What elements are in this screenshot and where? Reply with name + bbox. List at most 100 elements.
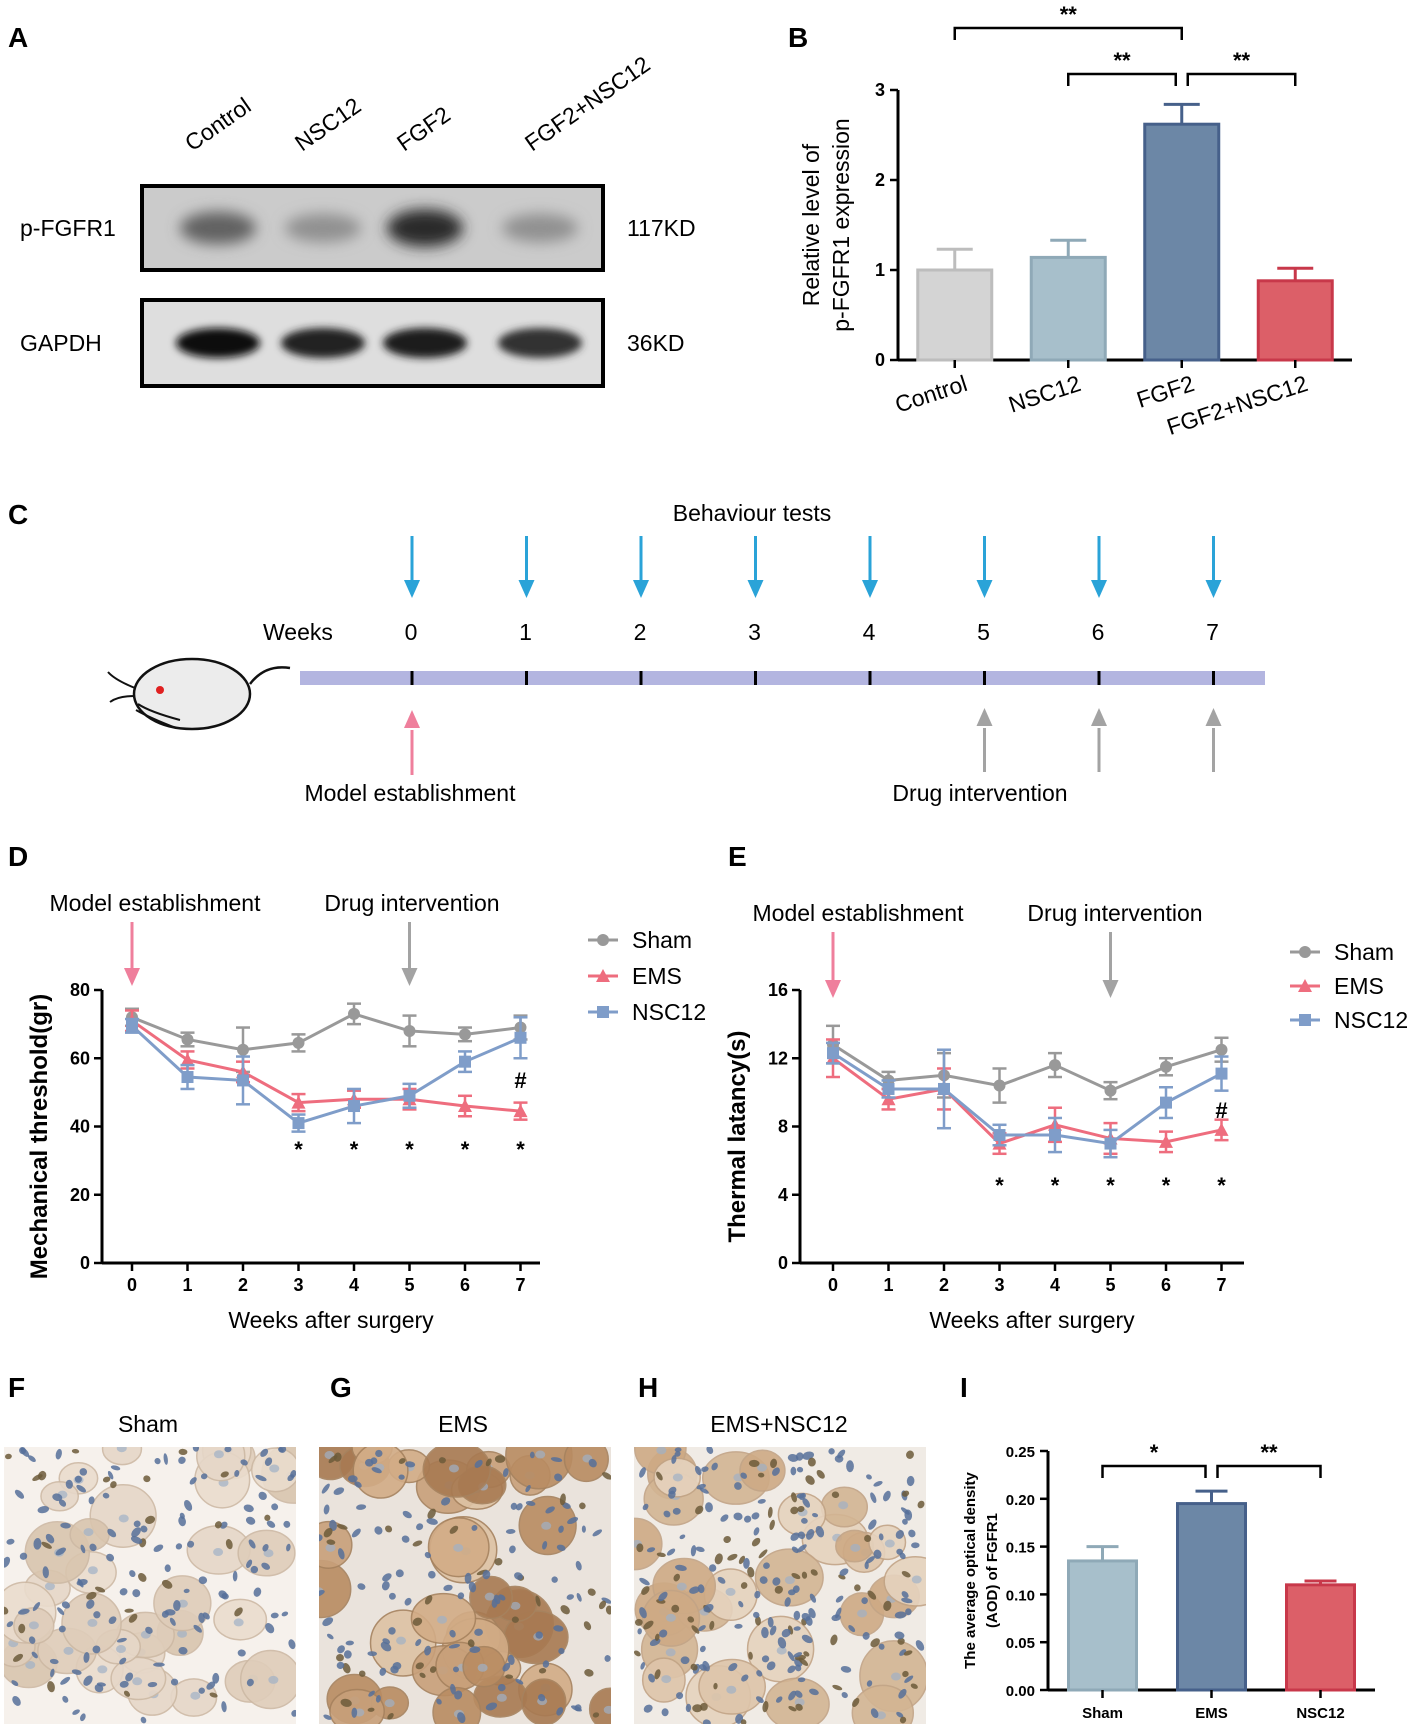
tissue-nucleus (797, 1505, 805, 1513)
tissue-nucleus (18, 1623, 26, 1634)
tissue-nucleus (368, 1690, 375, 1697)
tissue-nucleus (763, 1562, 770, 1569)
tissue-nucleus (899, 1649, 907, 1656)
tissue-nucleus (588, 1458, 597, 1468)
tissue-nucleus (380, 1641, 392, 1652)
tissue-nucleus (253, 1587, 262, 1597)
tissue-nucleus (86, 1599, 95, 1609)
x-tick-label: 3 (293, 1275, 303, 1295)
tissue-nucleus (381, 1581, 390, 1591)
tissue-nucleus (758, 1549, 768, 1559)
tissue-nucleus (198, 1612, 205, 1623)
tissue-nucleus (757, 1498, 766, 1504)
tissue-nucleus (646, 1547, 656, 1553)
tissue-nucleus (424, 1595, 433, 1605)
tissue-nucleus (671, 1604, 680, 1613)
tissue-cell (329, 1688, 385, 1724)
tissue-nucleus (337, 1645, 345, 1654)
tissue-nucleus (11, 1680, 19, 1686)
tissue-nucleus (415, 1662, 424, 1670)
tissue-nucleus (695, 1505, 704, 1515)
tissue-nucleus (691, 1625, 700, 1634)
tissue-nucleus (583, 1621, 592, 1631)
tissue-nucleus (110, 1481, 117, 1489)
tissue-nucleus (143, 1475, 151, 1483)
tissue-nucleus (108, 1616, 117, 1625)
data-point (1104, 1137, 1117, 1150)
tissue-nucleus (806, 1529, 815, 1540)
tissue-nucleus (515, 1503, 523, 1511)
tissue-nucleus (788, 1706, 797, 1712)
tissue-nucleus (200, 1473, 208, 1480)
tissue-nucleus (654, 1633, 660, 1641)
panel-letter-b: B (788, 22, 808, 53)
blot-band (180, 211, 256, 245)
tissue-nucleus (901, 1490, 910, 1497)
tissue-nucleus (502, 1662, 511, 1672)
tissue-nucleus (60, 1522, 71, 1529)
tissue-nucleus (602, 1472, 611, 1480)
x-tick-label: 1 (883, 1275, 893, 1295)
tissue-nucleus (781, 1628, 791, 1638)
tissue-nucleus (766, 1661, 776, 1671)
tissue-nucleus (740, 1472, 748, 1479)
tissue-nucleus (124, 1608, 134, 1613)
tissue-nucleus (221, 1701, 227, 1713)
tissue-nucleus (790, 1532, 800, 1541)
tissue-nucleus (787, 1651, 795, 1662)
tissue-nucleus (689, 1586, 700, 1594)
tissue-nucleus (337, 1548, 345, 1560)
tissue-nucleus (636, 1543, 644, 1553)
tissue-nucleus (801, 1571, 808, 1579)
tissue-nucleus (19, 1447, 27, 1455)
tissue-nucleus (6, 1621, 14, 1628)
data-point (1298, 979, 1312, 992)
tissue-nucleus (65, 1479, 73, 1489)
tissue-nucleus (206, 1681, 216, 1690)
tissue-nucleus (796, 1466, 804, 1473)
tissue-nucleus (198, 1576, 208, 1585)
tissue-nucleus (709, 1564, 717, 1572)
data-point (237, 1043, 249, 1056)
y-tick-label: 0 (875, 350, 885, 370)
tissue-nucleus (351, 1528, 361, 1538)
tissue-nucleus (639, 1607, 647, 1619)
tissue-nucleus (163, 1453, 168, 1465)
tissue-nucleus (286, 1543, 291, 1552)
series-line (832, 1043, 1222, 1093)
tissue-nucleus (220, 1471, 229, 1478)
tissue-nucleus (116, 1637, 127, 1643)
significance-star: * (516, 1137, 525, 1162)
tissue-nucleus (809, 1593, 817, 1603)
tissue-nucleus (467, 1639, 475, 1648)
tissue-cell-nucleus (850, 1543, 861, 1552)
tissue-nucleus (637, 1628, 642, 1635)
tissue-nucleus (119, 1588, 128, 1596)
data-point (1049, 1059, 1061, 1072)
tissue-cell-nucleus (477, 1663, 488, 1672)
tissue-cell-nucleus (884, 1539, 895, 1548)
x-axis-title: Weeks after surgery (228, 1307, 434, 1333)
tissue-nucleus (648, 1673, 656, 1683)
tissue-nucleus (810, 1569, 818, 1576)
tissue-nucleus (801, 1517, 808, 1524)
tissue-nucleus (801, 1634, 813, 1644)
lane-label: NSC12 (290, 92, 366, 156)
tissue-nucleus (128, 1613, 138, 1623)
tissue-nucleus (164, 1564, 171, 1573)
tissue-nucleus (861, 1597, 868, 1605)
tissue-nucleus (243, 1504, 254, 1513)
x-category-label: NSC12 (1296, 1705, 1344, 1722)
tissue-nucleus (751, 1537, 761, 1547)
x-tick-label: 3 (994, 1275, 1004, 1295)
blot-band (498, 328, 582, 358)
x-tick-label: 1 (182, 1275, 192, 1295)
tissue-nucleus (183, 1588, 190, 1594)
tissue-nucleus (123, 1690, 131, 1697)
tissue-nucleus (556, 1707, 564, 1716)
tissue-nucleus (250, 1565, 259, 1574)
tissue-nucleus (102, 1476, 111, 1483)
tissue-nucleus (802, 1498, 811, 1508)
tissue-nucleus (47, 1681, 55, 1693)
